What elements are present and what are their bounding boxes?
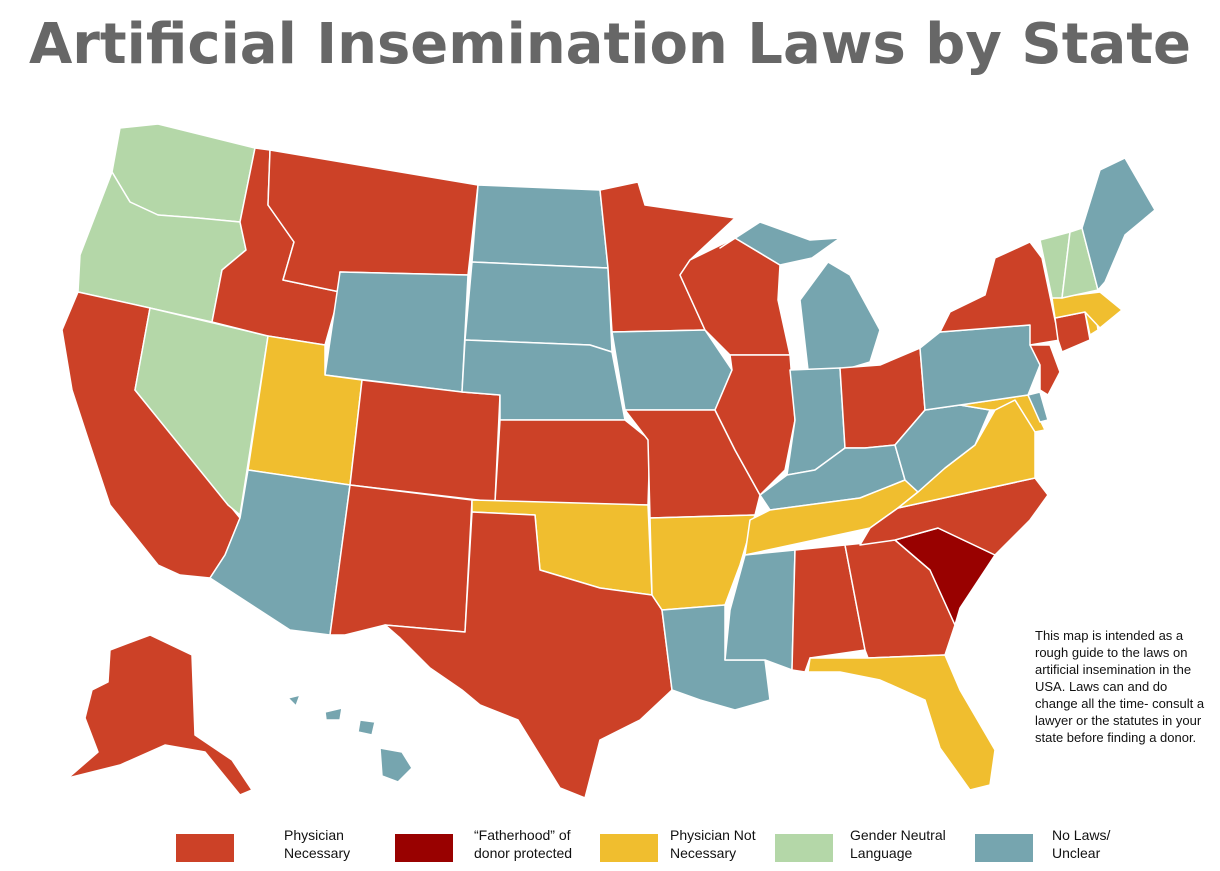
legend-label-fatherhood-protected: “Fatherhood” of donor protected xyxy=(474,827,573,861)
state-nj[interactable] xyxy=(1029,344,1061,396)
state-nd[interactable] xyxy=(471,184,609,269)
legend-swatch-gender-neutral xyxy=(775,834,833,862)
legend-label-physician-not-necessary: Physician Not Necessary xyxy=(670,827,756,861)
legend-swatch-physician-necessary xyxy=(176,834,234,862)
legend-swatch-physician-not-necessary xyxy=(600,834,658,862)
state-wy[interactable] xyxy=(324,271,469,393)
state-de[interactable] xyxy=(1027,391,1049,423)
state-hi[interactable] xyxy=(379,747,413,783)
state-ia[interactable] xyxy=(611,329,733,411)
disclaimer-note: This map is intended as a rough guide to… xyxy=(1035,628,1205,745)
state-mi[interactable] xyxy=(799,261,881,371)
map-title: Artificial Insemination Laws by State xyxy=(28,12,1192,77)
state-ny[interactable] xyxy=(939,241,1061,346)
legend-swatch-fatherhood-protected xyxy=(395,834,453,862)
state-fl[interactable] xyxy=(807,654,996,791)
state-ks[interactable] xyxy=(494,419,651,506)
state-sd[interactable] xyxy=(464,261,613,353)
state-hi-islands[interactable] xyxy=(287,694,376,736)
legend: Physician Necessary “Fatherhood” of dono… xyxy=(0,820,1220,870)
state-tx[interactable] xyxy=(384,511,673,799)
legend-label-physician-necessary: Physician Necessary xyxy=(284,827,351,861)
legend-label-gender-neutral: Gender Neutral Language xyxy=(850,827,946,861)
state-co[interactable] xyxy=(349,379,501,503)
state-la[interactable] xyxy=(661,604,771,711)
state-ct[interactable] xyxy=(1054,311,1091,353)
legend-swatch-no-laws xyxy=(975,834,1033,862)
state-nm[interactable] xyxy=(329,484,473,636)
state-ma[interactable] xyxy=(1051,291,1123,329)
state-mt[interactable] xyxy=(267,149,479,293)
state-mi-up[interactable] xyxy=(719,221,841,266)
legend-label-no-laws: No Laws/ Unclear xyxy=(1052,827,1111,861)
state-ak[interactable] xyxy=(67,634,253,796)
state-me[interactable] xyxy=(1081,157,1156,291)
